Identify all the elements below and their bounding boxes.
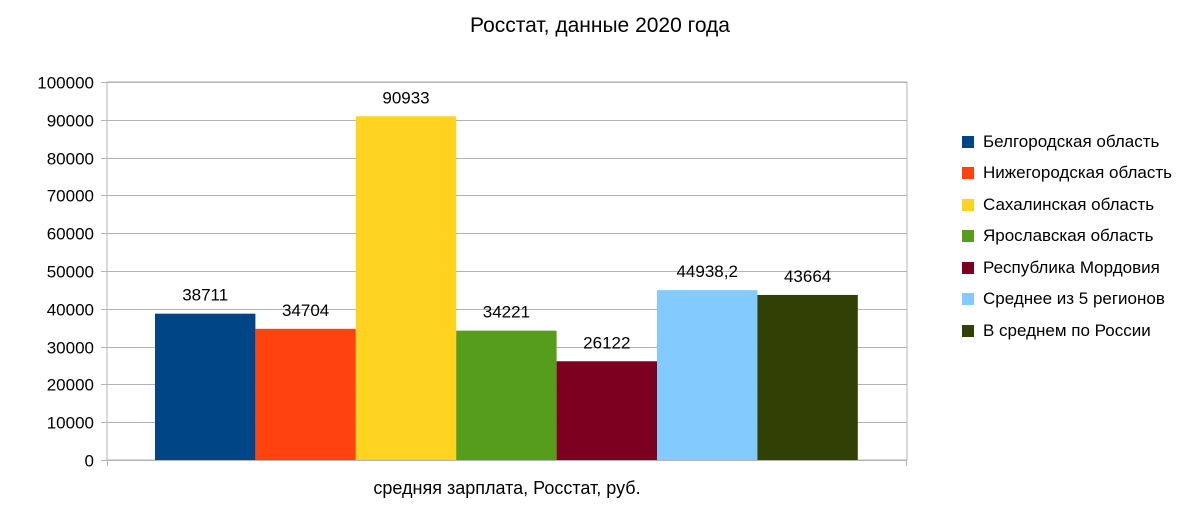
legend-swatch [962,135,974,148]
legend-swatch [962,198,974,211]
bar [155,313,256,460]
bar [556,361,657,460]
legend-swatch [962,261,974,274]
legend-item: Среднее из 5 регионов [962,284,1172,316]
legend-label: В среднем по России [983,320,1151,340]
bar [255,328,356,460]
y-tick-label: 90000 [47,112,94,131]
bar [456,330,557,460]
data-label: 38711 [182,286,228,305]
y-tick-label: 80000 [47,150,94,169]
legend-label: Среднее из 5 регионов [983,289,1165,309]
legend-label: Республика Мордовия [983,257,1160,277]
legend-item: Ярославская область [962,221,1172,253]
legend-swatch [962,167,974,180]
legend-item: Республика Мордовия [962,252,1172,284]
data-label: 43664 [784,267,831,286]
y-tick-label: 60000 [47,225,94,244]
legend-swatch [962,293,974,306]
legend-item: Нижегородская область [962,158,1172,190]
bar [757,294,858,460]
y-tick-label: 100000 [37,74,94,93]
legend-item: Сахалинская область [962,189,1172,221]
chart-title: Росстат, данные 2020 года [470,14,730,37]
bar [355,116,457,461]
data-label: 34221 [483,303,530,322]
legend-swatch [962,230,974,243]
data-label: 44938,2 [676,262,737,281]
legend-item: Белгородская область [962,126,1172,158]
legend-swatch [962,324,974,337]
y-tick-label: 70000 [47,187,94,206]
y-tick-label: 20000 [47,376,94,395]
y-tick-label: 50000 [47,263,94,282]
y-tick-label: 0 [85,452,94,471]
y-tick-label: 10000 [47,414,94,433]
legend-label: Белгородская область [983,131,1160,151]
legend-item: В среднем по России [962,315,1172,347]
legend-label: Ярославская область [983,226,1154,246]
x-axis-category-label: средняя зарплата, Росстат, руб. [373,478,641,498]
bar [657,290,758,460]
data-label: 90933 [382,88,429,107]
legend-label: Сахалинская область [983,194,1155,214]
y-tick-label: 30000 [47,339,94,358]
y-tick-label: 40000 [47,301,94,320]
data-label: 26122 [583,333,630,352]
data-label: 34704 [282,301,329,320]
legend: Белгородская область Нижегородская област… [962,126,1172,347]
legend-label: Нижегородская область [983,163,1172,183]
